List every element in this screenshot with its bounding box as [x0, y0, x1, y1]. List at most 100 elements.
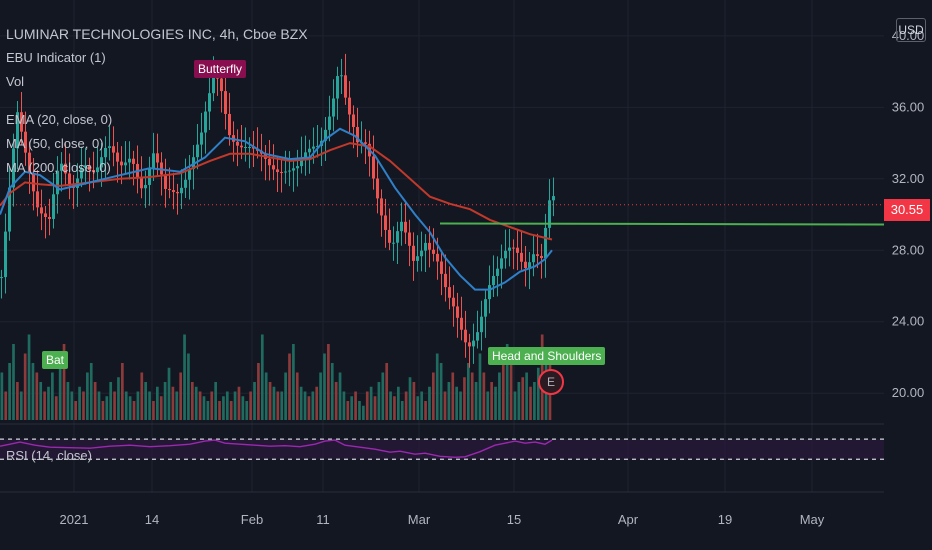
volume-bar: [167, 367, 171, 420]
legend-rsi[interactable]: RSI (14, close): [6, 448, 92, 463]
volume-bar: [408, 377, 412, 420]
candle-body: [512, 247, 515, 249]
volume-bar: [86, 372, 89, 420]
rsi-line: [0, 439, 553, 459]
candle-body: [212, 77, 215, 94]
price-axis[interactable]: 40.00 36.00 32.00 28.00 24.00 20.00: [884, 0, 932, 550]
volume-bar: [463, 377, 466, 420]
x-tick-label: May: [800, 512, 825, 527]
candle-body: [412, 245, 415, 261]
candle-body: [452, 297, 455, 307]
symbol-title[interactable]: LUMINAR TECHNOLOGIES INC, 4h, Cboe BZX: [6, 26, 308, 42]
volume-bar: [295, 372, 299, 420]
ema-line: [0, 127, 553, 291]
volume-bar: [478, 353, 482, 420]
volume-bar: [47, 386, 50, 420]
x-tick-label: Apr: [618, 512, 639, 527]
earnings-marker[interactable]: E: [538, 369, 564, 395]
legend-ebu[interactable]: EBU Indicator (1): [6, 50, 106, 65]
volume-bar: [27, 334, 31, 420]
volume-bar: [70, 391, 74, 420]
volume-bar: [466, 363, 470, 420]
candle-body: [176, 191, 179, 194]
volume-bar: [330, 363, 334, 420]
y-tick-label: 36.00: [892, 99, 925, 114]
volume-bar: [171, 386, 175, 420]
volume-bar: [435, 353, 439, 420]
volume-bar: [323, 353, 326, 420]
candle-body: [180, 187, 183, 194]
candle-body: [372, 156, 375, 179]
candle-body: [204, 111, 207, 133]
volume-bar: [175, 391, 179, 420]
candle-body: [32, 172, 35, 192]
candle-body: [184, 179, 187, 188]
volume-bar: [470, 372, 474, 420]
volume-bar: [412, 382, 416, 420]
candle-body: [376, 178, 379, 199]
volume-bar: [54, 396, 58, 420]
currency-button[interactable]: USD: [896, 18, 926, 42]
volume-bar: [455, 386, 459, 420]
candle-body: [440, 261, 443, 274]
legend-ema[interactable]: EMA (20, close, 0): [6, 112, 113, 127]
legend-ma50[interactable]: MA (50, close, 0): [6, 136, 104, 151]
volume-bar: [365, 391, 369, 420]
volume-bar: [377, 382, 381, 420]
volume-bar: [292, 344, 295, 420]
candle-body: [356, 127, 359, 143]
legend-vol[interactable]: Vol: [6, 74, 25, 89]
candle-body: [536, 254, 539, 256]
candle-body: [96, 167, 99, 173]
candle-body: [240, 145, 243, 148]
volume-bar: [124, 391, 128, 420]
candle-body: [140, 177, 143, 189]
candle-body: [448, 287, 451, 298]
volume-bar: [494, 386, 497, 420]
legend-ma200[interactable]: MA (200, close, 0): [6, 160, 111, 175]
candle-body: [276, 169, 279, 173]
volume-bar: [58, 363, 62, 420]
volume-bar: [416, 396, 420, 420]
ma-line: [0, 142, 553, 241]
candle-body: [44, 213, 47, 217]
volume-bar: [233, 391, 237, 420]
volume-bar: [513, 391, 517, 420]
candle-body: [468, 342, 471, 347]
x-tick-label: 19: [718, 512, 732, 527]
y-tick-label: 40.00: [892, 28, 925, 43]
volume-bar: [428, 386, 431, 420]
volume-bar: [505, 344, 509, 420]
volume-bar: [155, 386, 159, 420]
volume-bar: [439, 363, 443, 420]
candle-body: [292, 168, 295, 171]
x-tick-label: 11: [316, 512, 330, 527]
candle-body: [208, 93, 211, 112]
volume-bar: [393, 396, 396, 420]
volume-bar: [509, 353, 513, 420]
candle-body: [516, 247, 519, 253]
volume-bar: [338, 372, 342, 420]
volume-bar: [89, 363, 93, 420]
volume-bar: [16, 382, 19, 420]
volume-bar: [144, 382, 148, 420]
candle-body: [88, 165, 91, 171]
candle-body: [532, 254, 535, 263]
volume-bar: [389, 391, 392, 420]
candle-body: [364, 142, 367, 144]
candle-body: [528, 262, 531, 268]
x-tick-label: 14: [145, 512, 159, 527]
time-axis[interactable]: 2021 14 Feb 11 Mar 15 Apr 19 May: [0, 491, 884, 527]
volume-bar: [253, 382, 256, 420]
volume-bar: [4, 391, 8, 420]
candle-body: [144, 184, 147, 189]
candle-body: [108, 146, 111, 148]
candle-body: [248, 146, 251, 148]
candle-body: [120, 161, 123, 166]
volume-bar: [23, 353, 27, 420]
candle-body: [280, 172, 283, 174]
volume-bar: [264, 372, 268, 420]
volume-bar: [128, 396, 132, 420]
candle-body: [456, 306, 459, 318]
